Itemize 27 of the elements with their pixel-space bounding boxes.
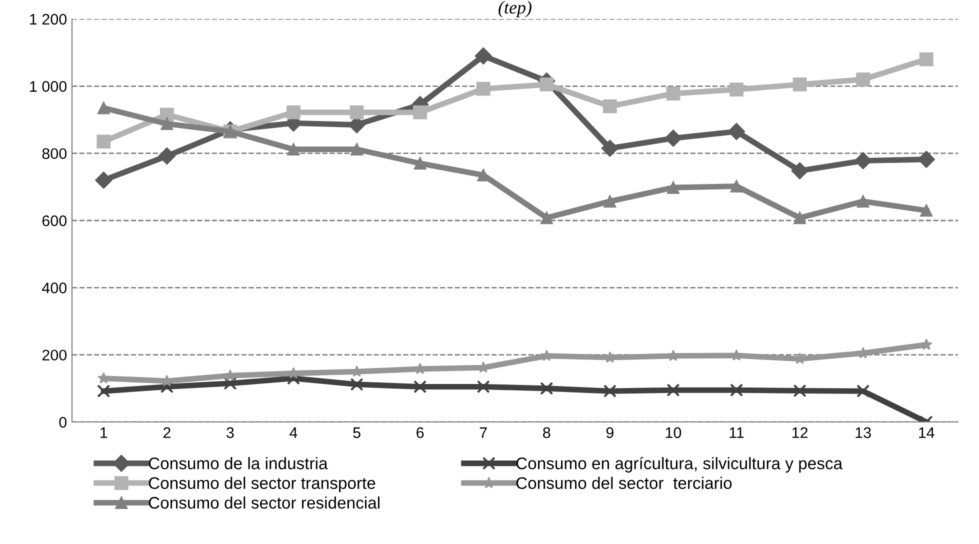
legend-label: Consumo del sector residencial xyxy=(148,496,380,509)
legend-label: Consumo en agrícultura, silvicultura y pesca xyxy=(516,456,843,473)
chart-title: (tep) xyxy=(498,0,532,18)
x-tick-label: 9 xyxy=(606,427,614,438)
y-tick-label: 200 xyxy=(42,350,67,361)
x-tick-label: 12 xyxy=(792,427,808,438)
y-tick-label: 1 000 xyxy=(30,81,67,92)
x-tick-label: 13 xyxy=(856,427,871,438)
x-tick-label: 3 xyxy=(226,427,234,438)
x-tick-label: 1 xyxy=(100,427,108,438)
x-tick-label: 11 xyxy=(730,427,744,438)
x-tick-label: 10 xyxy=(666,427,682,438)
y-tick-label: 800 xyxy=(42,148,67,160)
legend-label: Consumo del sector transporte xyxy=(148,476,376,492)
x-tick-label: 5 xyxy=(353,427,360,438)
y-tick-label: 0 xyxy=(59,416,67,428)
legend-label: Consumo del sector terciario xyxy=(516,476,732,490)
x-tick-label: 4 xyxy=(290,427,298,438)
x-tick-label: 14 xyxy=(919,427,934,438)
y-tick-label: 400 xyxy=(42,282,67,294)
y-tick-label: 600 xyxy=(42,215,67,226)
x-tick-label: 6 xyxy=(416,427,424,438)
x-tick-label: 7 xyxy=(480,427,487,438)
y-tick-label: 1 200 xyxy=(30,14,67,25)
x-tick-label: 2 xyxy=(163,427,170,438)
legend-label: Consumo de la industria xyxy=(148,457,328,470)
x-tick-label: 8 xyxy=(543,427,550,438)
